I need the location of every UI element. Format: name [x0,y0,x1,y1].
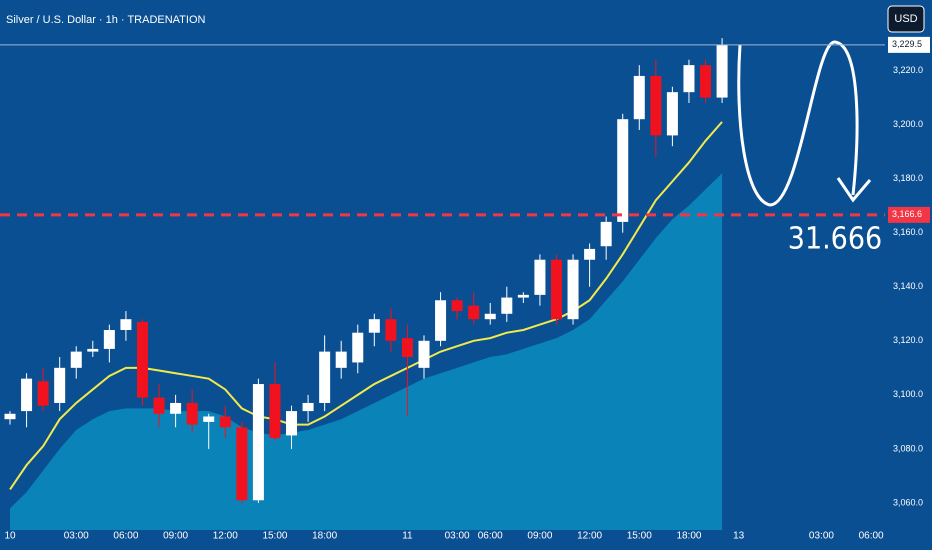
level-box [888,206,930,223]
y-tick-label: 3,080.0 [893,443,923,453]
ema-line [9,121,723,491]
chart-title: Silver / U.S. Dollar · 1h · TRADENATION [6,14,206,26]
x-tick-label: 13 [733,531,745,542]
x-tick-label: 09:00 [527,531,552,542]
candle-body [236,427,248,501]
candle-body [302,402,314,412]
x-tick-label: 03:00 [64,531,89,542]
x-tick-label: 03:00 [445,531,470,542]
currency-button[interactable] [887,5,925,33]
x-tick-label: 18:00 [676,531,701,542]
candle-body [600,221,612,247]
x-tick-label: 12:00 [577,531,602,542]
candle-body [567,259,579,320]
x-tick-label: 18:00 [312,531,337,542]
candle-body [484,313,496,320]
candle-body [153,397,165,414]
candle-body [4,413,16,420]
last-price-label: 3,229.5 [892,39,922,49]
candle-body [286,411,298,436]
y-tick-label: 3,100.0 [893,389,923,399]
x-tick-label: 12:00 [213,531,238,542]
y-tick-label: 3,200.0 [893,119,923,129]
candle-body [683,65,695,93]
y-tick-label: 3,060.0 [893,497,923,507]
candle-body [468,305,480,320]
candle-body [700,65,712,98]
candle-body [87,348,99,352]
candle-body [550,259,562,320]
candle-body [186,402,198,425]
x-tick-label: 06:00 [113,531,138,542]
candle-body [54,367,66,403]
x-tick-label: 15:00 [627,531,652,542]
candle-body [650,75,662,136]
candle-body [517,294,529,298]
area [10,173,723,531]
candle-body [501,297,513,314]
x-tick-label: 11 [402,531,413,542]
x-tick-label: 09:00 [163,531,188,542]
x-tick-label: 15:00 [262,531,287,542]
candle-body [435,300,447,341]
candle-body [269,384,281,439]
y-tick-label: 3,220.0 [893,65,923,75]
last-price-box [888,36,930,53]
candle-body [385,319,397,341]
plot-area [4,38,728,531]
candle-body [136,321,148,398]
candle-body [252,384,264,501]
candle-body [21,378,33,412]
candle-body [584,248,596,260]
candle-body [203,416,215,422]
annotation: 31.666 [788,222,882,257]
forecast-arrow [737,40,859,207]
candle-body [418,340,430,368]
candle-body [451,300,463,312]
candle-body [368,319,380,333]
candle-body [70,351,82,368]
candle-body [352,332,364,363]
candle-body [666,92,678,136]
candle-body [103,330,115,349]
y-tick-label: 3,180.0 [893,173,923,183]
level-label: 3,166.6 [892,209,922,219]
currency-label: USD [894,13,917,25]
candle-body [534,259,546,295]
candle-body [170,402,182,414]
candle-body [37,381,49,406]
arrow-head [836,177,872,203]
candle-body [319,351,331,403]
x-tick-label: 06:00 [478,531,503,542]
candle-body [617,119,629,222]
x-tick-label: 06:00 [859,531,884,542]
candle-body [633,75,645,120]
y-tick-label: 3,160.0 [893,227,923,237]
candle-body [716,44,728,98]
x-tick-label: 10 [4,531,16,542]
candle-body [120,319,132,330]
candle-body [219,416,231,428]
y-tick-label: 3,140.0 [893,281,923,291]
x-tick-label: 03:00 [809,531,834,542]
candle-body [401,338,413,358]
y-tick-label: 3,120.0 [893,335,923,345]
candle-body [335,351,347,368]
